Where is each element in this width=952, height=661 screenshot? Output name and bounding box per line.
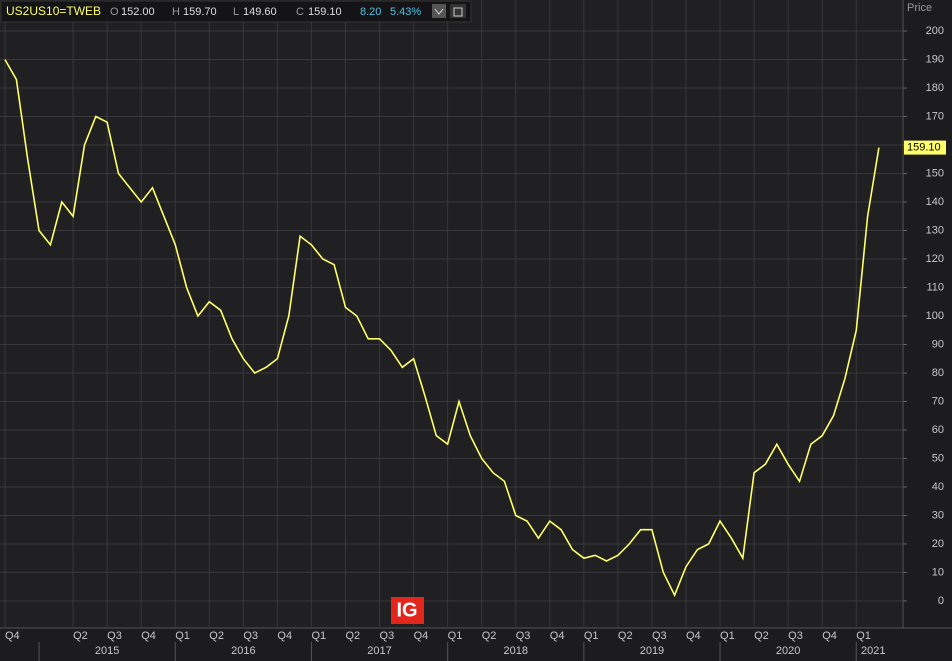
x-tick-label: Q1 (311, 630, 326, 642)
y-tick-label: 20 (932, 538, 944, 550)
x-tick-label: Q3 (107, 630, 122, 642)
x-tick-label: Q3 (243, 630, 258, 642)
x-tick-label: Q4 (141, 630, 156, 642)
y-tick-label: 170 (926, 110, 944, 122)
high: 159.70 (183, 6, 217, 18)
y-tick-label: 70 (932, 395, 944, 407)
y-tick-label: 200 (926, 25, 944, 37)
x-tick-label: Q1 (584, 630, 599, 642)
last-price-tag (904, 140, 946, 155)
year-label: 2021 (861, 645, 885, 657)
x-tick-label: Q2 (618, 630, 633, 642)
close-key: C (296, 6, 304, 18)
y-tick-label: 130 (926, 224, 944, 236)
y-tick-label: 150 (926, 167, 944, 179)
y-tick-label: 50 (932, 452, 944, 464)
x-tick-label: Q1 (856, 630, 871, 642)
year-label: 2015 (95, 645, 119, 657)
y-tick-label: 0 (938, 595, 944, 607)
price-line (4, 59, 880, 598)
x-tick-label: Q4 (550, 630, 565, 642)
y-tick-label: 30 (932, 509, 944, 521)
low: 149.60 (243, 6, 277, 18)
y-tick-label: 100 (926, 310, 944, 322)
logo-text: IG (396, 599, 417, 621)
dropdown-button[interactable] (432, 4, 446, 18)
y-tick-label: 120 (926, 253, 944, 265)
x-tick-label: Q4 (822, 630, 837, 642)
x-tick-label: Q1 (720, 630, 735, 642)
y-tick-label: 90 (932, 338, 944, 350)
year-label: 2016 (231, 645, 255, 657)
plot-area (0, 0, 903, 628)
change: 8.20 (360, 6, 381, 18)
x-tick-label: Q3 (788, 630, 803, 642)
y-tick-label: 140 (926, 196, 944, 208)
close: 159.10 (308, 6, 342, 18)
x-tick-label: Q2 (73, 630, 88, 642)
y-axis-title: Price (907, 2, 932, 14)
symbol: US2US10=TWEB (6, 4, 101, 18)
open-key: O (110, 6, 119, 18)
y-tick-label: 190 (926, 53, 944, 65)
low-key: L (233, 6, 239, 18)
x-tick-label: Q4 (277, 630, 292, 642)
x-tick-label: Q3 (380, 630, 395, 642)
x-tick-label: Q2 (754, 630, 769, 642)
dropdown-icon (434, 8, 444, 15)
high-key: H (172, 6, 180, 18)
x-tick-label: Q1 (175, 630, 190, 642)
open: 152.00 (121, 6, 155, 18)
year-label: 2018 (504, 645, 528, 657)
last-price-label: 159.10 (907, 142, 941, 154)
logo (391, 597, 424, 624)
year-label: 2019 (640, 645, 664, 657)
change-pct: 5.43% (390, 6, 421, 18)
x-tick-label: Q3 (652, 630, 667, 642)
x-tick-label: Q4 (5, 630, 20, 642)
delete-icon (453, 7, 463, 17)
year-label: 2017 (367, 645, 391, 657)
header-bar (0, 0, 472, 23)
x-tick-label: Q2 (482, 630, 497, 642)
y-tick-label: 80 (932, 367, 944, 379)
x-tick-label: Q4 (686, 630, 701, 642)
y-tick-label: 180 (926, 82, 944, 94)
x-tick-label: Q2 (209, 630, 224, 642)
x-tick-label: Q3 (516, 630, 531, 642)
x-tick-label: Q1 (448, 630, 463, 642)
y-tick-label: 60 (932, 424, 944, 436)
y-tick-label: 10 (932, 566, 944, 578)
x-tick-label: Q2 (346, 630, 361, 642)
y-tick-label: 40 (932, 481, 944, 493)
year-label: 2020 (776, 645, 800, 657)
y-tick-label: 110 (926, 281, 944, 293)
x-tick-label: Q4 (414, 630, 429, 642)
